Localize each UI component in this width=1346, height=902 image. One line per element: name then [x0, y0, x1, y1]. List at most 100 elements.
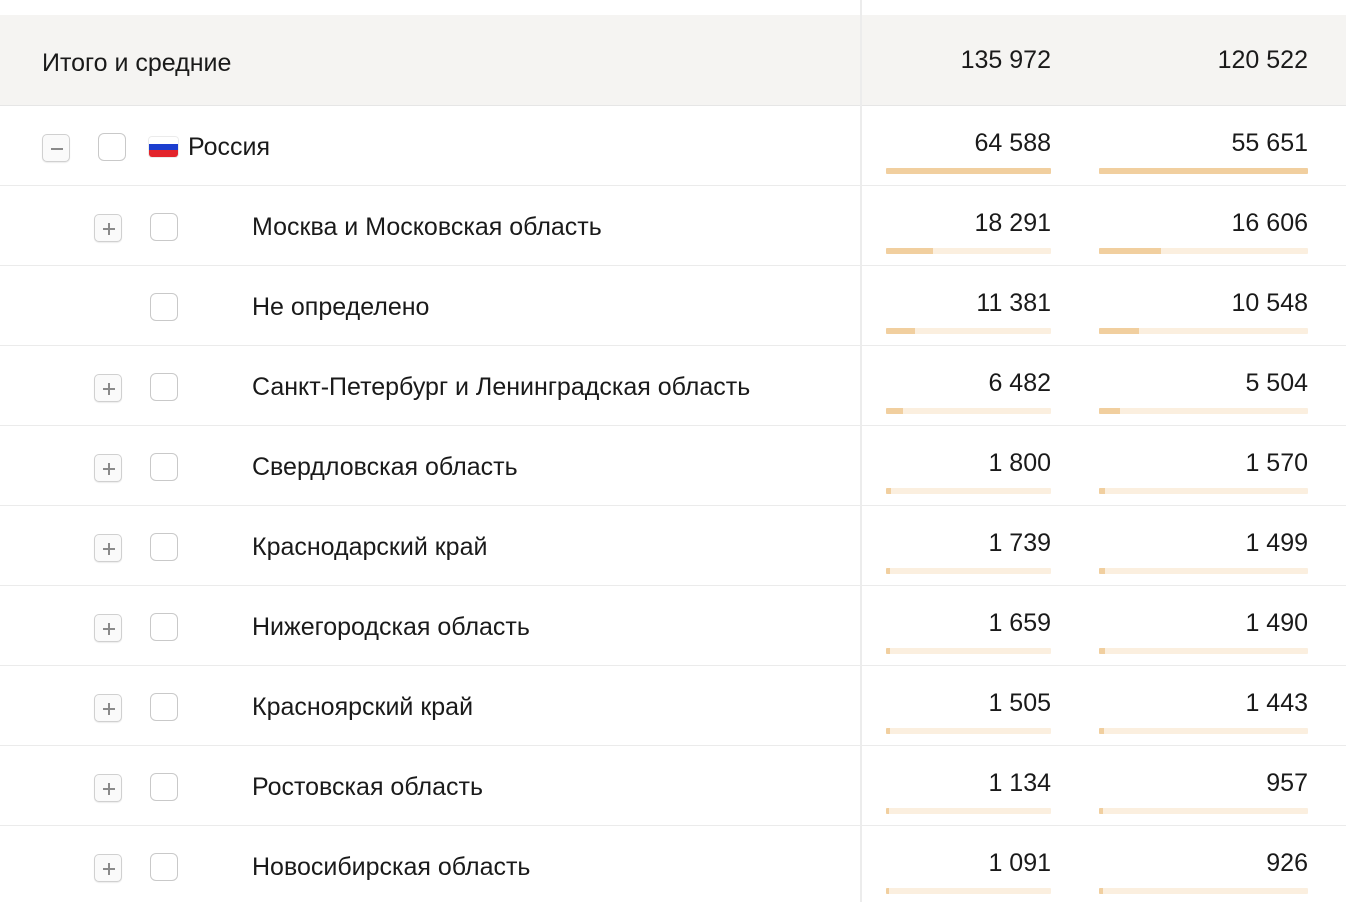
share-bar-visitors	[1099, 488, 1308, 494]
share-bar-fill	[886, 408, 903, 414]
expand-button[interactable]	[94, 374, 122, 402]
russia-flag-icon	[149, 137, 178, 157]
expand-button[interactable]	[94, 854, 122, 882]
value-visits: 1 091	[988, 849, 1051, 877]
row-checkbox[interactable]	[98, 133, 126, 161]
share-bar-fill	[1099, 728, 1105, 734]
row-checkbox[interactable]	[150, 773, 178, 801]
share-bar-visitors	[1099, 568, 1308, 574]
value-visits: 1 505	[988, 689, 1051, 717]
value-visitors: 5 504	[1245, 369, 1308, 397]
share-bar-fill	[886, 728, 890, 734]
share-bar-visits	[886, 648, 1051, 654]
share-bar-fill	[886, 648, 891, 654]
plus-icon	[103, 783, 115, 795]
plus-icon	[103, 623, 115, 635]
row-checkbox[interactable]	[150, 533, 178, 561]
share-bar-visits	[886, 888, 1051, 894]
share-bar-fill	[1099, 648, 1105, 654]
share-bar-fill	[886, 168, 1051, 174]
value-visitors: 16 606	[1231, 209, 1308, 237]
row-checkbox[interactable]	[150, 453, 178, 481]
value-visitors: 957	[1266, 769, 1308, 797]
value-visitors: 55 651	[1231, 129, 1308, 157]
share-bar-fill	[1099, 168, 1308, 174]
table-row[interactable]: Ростовская область 1 134 957	[0, 746, 1346, 826]
table-row[interactable]: Санкт-Петербург и Ленинградская область 6…	[0, 346, 1346, 426]
share-bar-visits	[886, 408, 1051, 414]
value-visits: 1 659	[988, 609, 1051, 637]
row-label[interactable]: Краснодарский край	[252, 533, 488, 561]
value-visits: 1 739	[988, 529, 1051, 557]
share-bar-visitors	[1099, 648, 1308, 654]
value-visitors: 926	[1266, 849, 1308, 877]
row-label[interactable]: Санкт-Петербург и Ленинградская область	[252, 373, 751, 401]
row-checkbox[interactable]	[150, 293, 178, 321]
share-bar-fill	[1099, 408, 1120, 414]
share-bar-visitors	[1099, 888, 1308, 894]
totals-value-visitors: 120 522	[1217, 46, 1308, 74]
share-bar-visitors	[1099, 328, 1308, 334]
expand-button[interactable]	[94, 534, 122, 562]
share-bar-fill	[1099, 888, 1103, 894]
table-row[interactable]: Краснодарский край 1 739 1 499	[0, 506, 1346, 586]
share-bar-visits	[886, 568, 1051, 574]
table-row[interactable]: Свердловская область 1 800 1 570	[0, 426, 1346, 506]
row-label[interactable]: Красноярский край	[252, 693, 474, 721]
expand-button[interactable]	[94, 454, 122, 482]
row-label[interactable]: Свердловская область	[252, 453, 518, 481]
table-row[interactable]: Красноярский край 1 505 1 443	[0, 666, 1346, 746]
row-checkbox[interactable]	[150, 373, 178, 401]
share-bar-visitors	[1099, 408, 1308, 414]
row-label[interactable]: Ростовская область	[252, 773, 483, 801]
value-visitors: 1 570	[1245, 449, 1308, 477]
row-label[interactable]: Новосибирская область	[252, 853, 531, 881]
share-bar-visitors	[1099, 808, 1308, 814]
expand-button[interactable]	[94, 214, 122, 242]
collapse-button[interactable]	[42, 134, 70, 162]
row-label[interactable]: Москва и Московская область	[252, 213, 602, 241]
value-visits: 18 291	[974, 209, 1051, 237]
value-visitors: 1 490	[1245, 609, 1308, 637]
share-bar-fill	[1099, 248, 1162, 254]
expand-button[interactable]	[94, 614, 122, 642]
plus-icon	[103, 863, 115, 875]
value-visitors: 10 548	[1231, 289, 1308, 317]
row-label[interactable]: Нижегородская область	[252, 613, 530, 641]
share-bar-visitors	[1099, 248, 1308, 254]
share-bar-visitors	[1099, 168, 1308, 174]
share-bar-fill	[886, 488, 891, 494]
minus-icon	[51, 148, 63, 150]
table-row[interactable]: Не определено 11 381 10 548	[0, 266, 1346, 346]
totals-label: Итого и средние	[42, 49, 232, 77]
table-row[interactable]: Москва и Московская область 18 291 16 606	[0, 186, 1346, 266]
share-bar-fill	[886, 248, 933, 254]
value-visits: 1 134	[988, 769, 1051, 797]
share-bar-fill	[1099, 808, 1103, 814]
plus-icon	[103, 703, 115, 715]
totals-value-visits: 135 972	[960, 46, 1051, 74]
share-bar-visits	[886, 248, 1051, 254]
expand-button[interactable]	[94, 774, 122, 802]
share-bar-visits	[886, 808, 1051, 814]
share-bar-visits	[886, 328, 1051, 334]
row-label[interactable]: Не определено	[252, 293, 430, 321]
row-checkbox[interactable]	[150, 213, 178, 241]
table-row[interactable]: Нижегородская область 1 659 1 490	[0, 586, 1346, 666]
plus-icon	[103, 383, 115, 395]
share-bar-visits	[886, 728, 1051, 734]
row-label[interactable]: Россия	[188, 133, 270, 161]
share-bar-fill	[886, 328, 916, 334]
value-visits: 6 482	[988, 369, 1051, 397]
expand-button[interactable]	[94, 694, 122, 722]
table-row[interactable]: Новосибирская область 1 091 926	[0, 826, 1346, 902]
plus-icon	[103, 463, 115, 475]
share-bar-visitors	[1099, 728, 1308, 734]
row-checkbox[interactable]	[150, 613, 178, 641]
row-checkbox[interactable]	[150, 853, 178, 881]
table-row[interactable]: Россия 64 588 55 651	[0, 106, 1346, 186]
share-bar-fill	[1099, 568, 1105, 574]
row-checkbox[interactable]	[150, 693, 178, 721]
value-visits: 11 381	[976, 289, 1051, 317]
